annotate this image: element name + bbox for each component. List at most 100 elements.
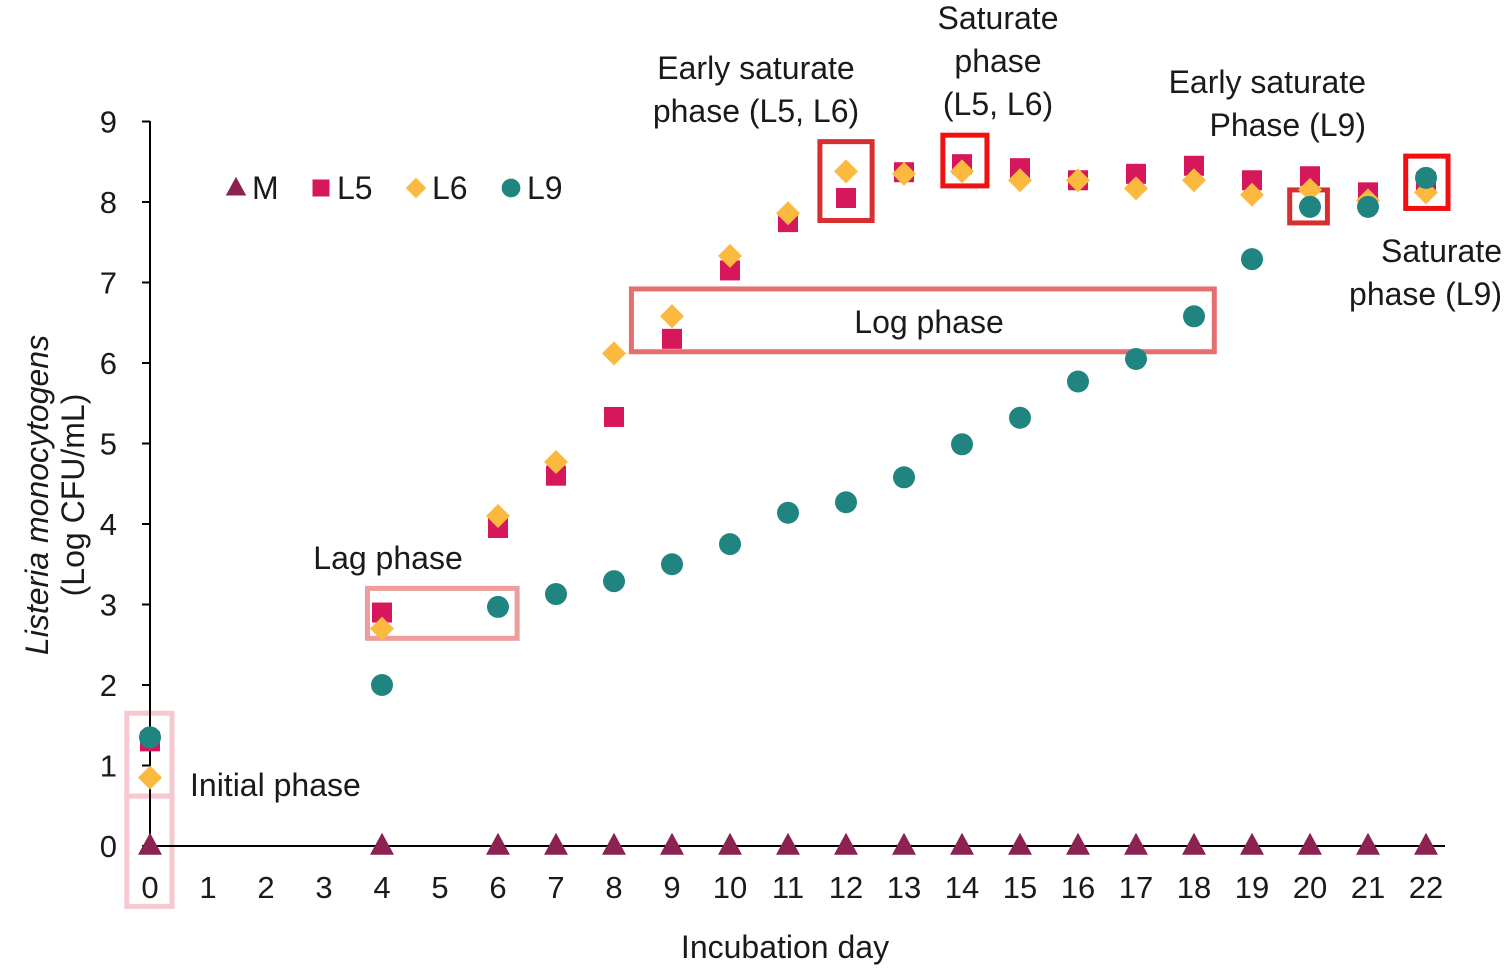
data-point-l9	[835, 491, 857, 514]
legend-marker-m	[225, 176, 247, 196]
data-point-l9	[893, 466, 915, 489]
data-point-l5	[720, 260, 740, 281]
data-point-l6	[660, 304, 684, 329]
data-point-m	[718, 832, 742, 855]
x-tick-label: 10	[713, 870, 747, 905]
y-tick-label: 2	[100, 668, 117, 703]
data-point-l6	[486, 503, 510, 528]
data-point-m	[1414, 832, 1438, 855]
data-point-l6	[834, 159, 858, 184]
data-point-m	[1356, 832, 1380, 855]
initial-phase-label: Initial phase	[190, 767, 361, 803]
x-tick-label: 4	[373, 870, 390, 905]
x-tick-label: 21	[1351, 870, 1385, 905]
data-point-l9	[1299, 195, 1321, 218]
early-saturate-l5l6-label: phase (L5, L6)	[653, 93, 859, 129]
data-point-l5	[1184, 155, 1204, 176]
data-marks	[138, 154, 1438, 855]
data-point-m	[950, 832, 974, 855]
annotations: Initial phase Lag phase Log phase Early sat…	[190, 0, 1502, 803]
data-point-l5	[1242, 170, 1262, 191]
data-point-l9	[719, 533, 741, 556]
legend-label-l6: L6	[432, 170, 468, 206]
data-point-m	[892, 832, 916, 855]
series-l6	[138, 159, 1438, 790]
data-point-l6	[544, 450, 568, 475]
y-tick-label: 9	[100, 105, 117, 140]
data-point-m	[602, 832, 626, 855]
x-tick-label: 19	[1235, 870, 1269, 905]
data-point-l9	[1125, 347, 1147, 370]
x-tick-label: 11	[772, 870, 804, 905]
series-m	[138, 832, 1438, 855]
early-saturate-l9-label: Early saturate	[1169, 64, 1366, 100]
data-point-l5	[372, 602, 392, 623]
y-tick-label: 1	[100, 749, 117, 784]
y-tick-label: 8	[100, 185, 117, 220]
saturate-l5l6-label: (L5, L6)	[943, 86, 1053, 122]
x-tick-label: 6	[489, 870, 506, 905]
data-point-l5	[488, 518, 508, 539]
saturate-box-l9	[1403, 153, 1451, 211]
data-point-l5	[836, 187, 856, 208]
data-point-l5	[546, 465, 566, 486]
data-point-l6	[1182, 168, 1206, 193]
x-tick-label: 5	[431, 870, 448, 905]
data-point-l6	[892, 161, 916, 186]
legend-label-m: M	[252, 170, 279, 206]
data-point-l6	[138, 765, 162, 790]
data-point-m	[1240, 832, 1264, 855]
legend-marker-l6	[405, 177, 427, 199]
data-point-l9	[139, 726, 161, 749]
data-point-m	[370, 832, 394, 855]
data-point-l6	[1240, 182, 1264, 207]
data-point-m	[1008, 832, 1032, 855]
saturate-l9-label: Saturate	[1381, 233, 1502, 269]
data-point-l6	[1066, 168, 1090, 193]
data-point-m	[1124, 832, 1148, 855]
data-point-l9	[661, 553, 683, 576]
x-tick-label: 15	[1003, 870, 1037, 905]
series-l5	[140, 154, 1436, 752]
data-point-l5	[604, 406, 624, 427]
early-saturate-l9-label: Phase (L9)	[1209, 107, 1366, 143]
data-point-m	[776, 832, 800, 855]
data-point-l5	[1010, 158, 1030, 179]
data-point-l9	[371, 674, 393, 696]
data-point-l9	[777, 501, 799, 524]
data-point-m	[1298, 832, 1322, 855]
data-point-l9	[603, 570, 625, 593]
x-tick-label: 14	[945, 870, 979, 905]
x-tick-label: 18	[1177, 870, 1211, 905]
data-point-m	[1066, 832, 1090, 855]
y-ticks: 0 1 2 3 4 5 6 7 8 9	[100, 105, 150, 864]
lag-phase-label: Lag phase	[313, 540, 462, 576]
log-phase-label: Log phase	[854, 304, 1003, 340]
x-tick-label: 12	[829, 870, 863, 905]
x-tick-label: 1	[199, 870, 216, 905]
data-point-m	[1182, 832, 1206, 855]
x-tick-label: 17	[1119, 870, 1153, 905]
y-tick-label: 6	[100, 346, 117, 381]
saturate-l5l6-label: Saturate	[938, 0, 1059, 36]
x-tick-label: 3	[315, 870, 332, 905]
data-point-l9	[1415, 166, 1437, 189]
data-point-l9	[1357, 195, 1379, 218]
y-tick-label: 7	[100, 266, 117, 301]
y-tick-label: 0	[100, 829, 117, 864]
y-axis-title-line1: Listeria monocytogens	[19, 335, 55, 655]
log-phase-box	[628, 286, 1217, 355]
series-l9	[139, 166, 1437, 749]
data-point-l9	[1009, 406, 1031, 429]
data-point-m	[138, 832, 162, 855]
y-tick-label: 3	[100, 588, 117, 623]
x-tick-label: 8	[605, 870, 622, 905]
data-point-l6	[370, 616, 394, 641]
data-point-l9	[1241, 248, 1263, 271]
data-point-l6	[950, 159, 974, 184]
saturate-box-l5l6	[940, 132, 990, 189]
data-point-l5	[662, 328, 682, 349]
data-point-l9	[951, 433, 973, 456]
early-saturate-l5l6-label: Early saturate	[657, 50, 854, 86]
